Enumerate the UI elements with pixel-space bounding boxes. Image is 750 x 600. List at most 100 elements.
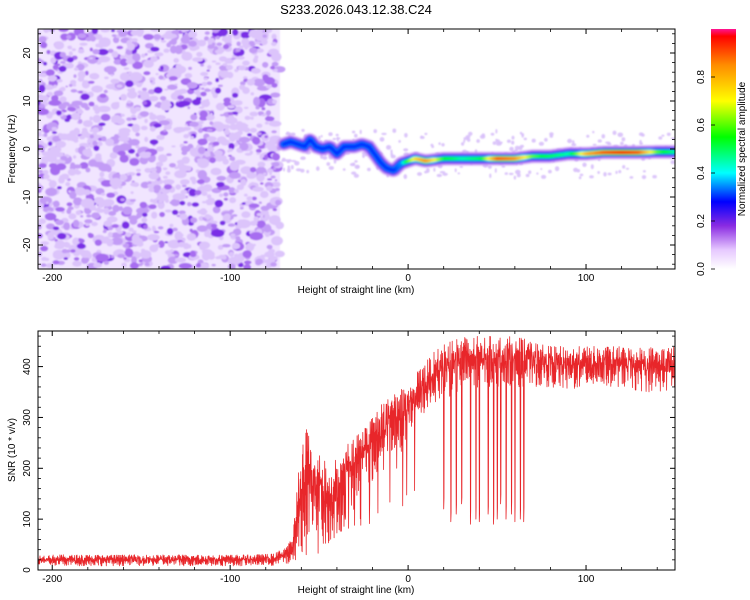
noise-speck [597,139,602,143]
y-tick-label: 0 [22,146,33,152]
noise-blob [156,146,165,152]
y-tick-label: 0 [22,567,33,573]
noise-blob [226,214,231,220]
noise-blob [228,115,234,119]
noise-blob [136,212,143,219]
noise-blob [47,179,52,181]
noise-blob [110,255,115,259]
noise-blob [215,48,224,55]
noise-blob [270,137,275,142]
noise-blob [189,46,198,51]
noise-blob [165,198,169,203]
noise-speck [641,133,645,137]
noise-blob [257,161,266,168]
noise-blob [91,29,99,35]
noise-blob [82,189,91,196]
noise-blob [43,84,54,91]
noise-blob [190,252,197,258]
noise-blob [151,211,158,219]
noise-blob [270,181,281,188]
noise-blob [242,124,249,127]
noise-blob [155,73,159,76]
noise-blob [233,188,239,194]
noise-blob [160,65,164,71]
noise-blob [239,142,249,151]
noise-blob [184,123,188,126]
noise-blob [80,250,92,258]
noise-blob [96,61,102,65]
colorbar-tick-label: 0.4 [696,166,707,180]
noise-speck [495,129,498,134]
noise-blob [271,130,277,134]
noise-blob [235,236,241,240]
noise-blob [223,192,229,197]
noise-blob [243,260,252,265]
noise-speck [461,142,465,146]
noise-blob [161,105,171,111]
noise-blob [125,207,129,212]
noise-blob [93,144,100,152]
noise-blob [78,48,85,54]
noise-blob [271,236,283,246]
noise-blob [100,192,106,196]
noise-blob [117,230,124,234]
noise-blob [166,42,172,48]
noise-speck [403,174,408,180]
noise-blob [149,139,159,145]
noise-blob [136,172,141,177]
noise-blob [189,121,199,127]
noise-speck [514,149,518,152]
noise-blob [201,87,205,90]
noise-blob [130,191,134,195]
noise-blob [175,184,182,190]
noise-blob [172,227,178,232]
noise-speck [528,170,532,174]
noise-blob [160,265,171,269]
noise-blob [247,133,252,137]
noise-blob [38,251,42,257]
noise-blob [138,259,143,263]
noise-blob [263,172,267,176]
noise-blob [249,232,264,241]
noise-blob [246,172,257,179]
noise-blob [221,255,227,260]
noise-blob [56,110,62,116]
noise-blob [187,106,191,110]
noise-blob [139,201,148,209]
noise-blob [78,238,82,242]
colorbar-tick-label: 0.6 [696,118,707,132]
noise-speck [515,169,521,175]
snr-series [38,336,675,567]
noise-blob [163,48,170,53]
noise-blob [209,157,216,164]
noise-blob [199,262,210,269]
noise-blob [268,120,282,127]
noise-blob [251,67,261,74]
noise-blob [68,51,73,56]
noise-blob [92,49,100,55]
noise-blob [90,36,96,42]
noise-blob [39,196,53,205]
snr-line [38,336,675,567]
noise-blob [243,106,249,109]
noise-blob [127,148,136,154]
noise-blob [65,182,71,187]
noise-blob [143,151,152,157]
noise-blob [252,136,261,145]
noise-blob [70,79,77,85]
noise-blob [241,202,246,205]
noise-blob [215,87,222,94]
noise-blob [206,69,210,72]
noise-blob [190,114,198,121]
noise-blob [53,84,57,88]
noise-blob [64,222,70,225]
noise-blob [61,248,68,254]
noise-blob [132,53,141,62]
noise-blob [157,226,164,230]
noise-blob [148,181,152,184]
noise-blob [111,29,115,33]
noise-speck [333,159,337,164]
noise-blob [153,243,160,248]
noise-blob [83,120,90,126]
